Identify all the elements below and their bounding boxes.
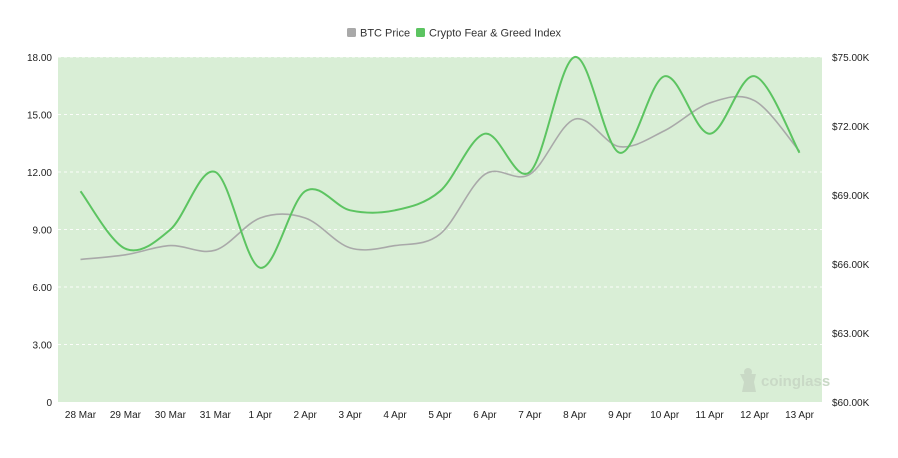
x-axis-tick-label: 28 Mar [65,410,97,421]
btc-price-line [80,95,801,261]
x-axis-tick-label: 10 Apr [650,410,680,421]
legend-swatch-fear-greed-index [416,28,425,37]
left-axis-tick-label: 9.00 [33,226,53,237]
series-layer [79,56,801,269]
legend-label-btc-price: BTC Price [360,28,410,40]
fear-greed-index-line [79,56,801,269]
right-axis-tick-label: $72.00K [832,122,870,133]
left-axis-tick-label: 3.00 [33,341,53,352]
x-axis-tick-label: 12 Apr [740,410,770,421]
watermark: coinglass [740,368,830,392]
right-axis-tick-label: $63.00K [832,329,870,340]
right-axis-tick-label: $60.00K [832,398,870,409]
left-y-axis: 0 3.00 6.00 9.00 12.00 15.00 18.00 [27,53,52,409]
x-axis-tick-label: 1 Apr [249,410,273,421]
legend: BTC Price Crypto Fear & Greed Index [347,28,562,40]
x-axis-tick-label: 2 Apr [293,410,317,421]
x-axis-tick-label: 6 Apr [473,410,497,421]
left-axis-tick-label: 6.00 [33,283,53,294]
x-axis-tick-label: 4 Apr [383,410,407,421]
left-axis-tick-label: 18.00 [27,53,52,64]
x-axis-tick-label: 31 Mar [200,410,232,421]
left-axis-tick-label: 0 [46,398,52,409]
x-axis-tick-label: 29 Mar [110,410,142,421]
x-axis-tick-label: 5 Apr [428,410,452,421]
x-axis: 28 Mar 29 Mar 30 Mar 31 Mar 1 Apr 2 Apr 3 Apr 4… [65,410,815,421]
right-y-axis: $60.00K $63.00K $66.00K $69.00K $72.00K $75.0… [832,53,870,409]
legend-swatch-btc-price [347,28,356,37]
left-axis-tick-label: 15.00 [27,111,52,122]
right-axis-tick-label: $75.00K [832,53,870,64]
right-axis-tick-label: $69.00K [832,191,870,202]
legend-label-fear-greed-index: Crypto Fear & Greed Index [429,28,562,40]
x-axis-tick-label: 13 Apr [785,410,815,421]
x-axis-tick-label: 30 Mar [155,410,187,421]
x-axis-tick-label: 8 Apr [563,410,587,421]
x-axis-tick-label: 11 Apr [696,410,725,421]
x-axis-tick-label: 3 Apr [338,410,362,421]
grid-lines [58,56,822,345]
right-axis-tick-label: $66.00K [832,260,870,271]
left-axis-tick-label: 12.00 [27,168,52,179]
x-axis-tick-label: 7 Apr [518,410,542,421]
coinglass-logo-icon [740,368,756,392]
watermark-text: coinglass [761,373,830,390]
x-axis-tick-label: 9 Apr [608,410,632,421]
